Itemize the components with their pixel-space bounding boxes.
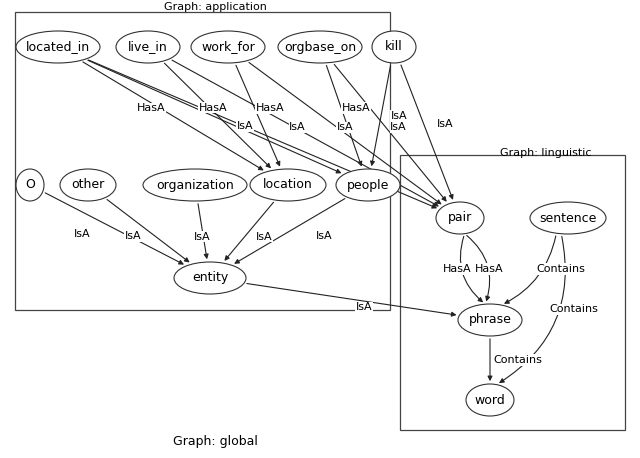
Ellipse shape — [60, 169, 116, 201]
Text: IsA: IsA — [390, 122, 407, 132]
Text: IsA: IsA — [355, 302, 372, 312]
Text: Contains: Contains — [536, 264, 586, 274]
Text: word: word — [475, 393, 506, 407]
Text: live_in: live_in — [128, 40, 168, 54]
Text: Graph: global: Graph: global — [173, 435, 257, 448]
Text: O: O — [25, 179, 35, 191]
Text: Contains: Contains — [550, 304, 598, 314]
Ellipse shape — [436, 202, 484, 234]
Text: IsA: IsA — [125, 231, 141, 241]
Text: IsA: IsA — [390, 111, 407, 121]
Ellipse shape — [530, 202, 606, 234]
Text: HasA: HasA — [475, 264, 503, 274]
Ellipse shape — [143, 169, 247, 201]
Text: orgbase_on: orgbase_on — [284, 40, 356, 54]
Text: IsA: IsA — [74, 229, 91, 239]
Text: HasA: HasA — [342, 103, 371, 113]
Text: other: other — [72, 179, 104, 191]
Text: HasA: HasA — [256, 103, 284, 113]
Ellipse shape — [16, 31, 100, 63]
Text: IsA: IsA — [237, 121, 253, 131]
Text: entity: entity — [192, 272, 228, 284]
Ellipse shape — [372, 31, 416, 63]
Text: IsA: IsA — [289, 122, 306, 132]
Ellipse shape — [278, 31, 362, 63]
Text: kill: kill — [385, 40, 403, 54]
Text: HasA: HasA — [137, 103, 166, 113]
Text: Contains: Contains — [493, 355, 543, 365]
Text: HasA: HasA — [198, 103, 227, 113]
Ellipse shape — [116, 31, 180, 63]
Text: organization: organization — [156, 179, 234, 191]
Ellipse shape — [466, 384, 514, 416]
Text: location: location — [263, 179, 313, 191]
Bar — [400, 155, 625, 430]
Text: IsA: IsA — [316, 231, 333, 241]
Text: located_in: located_in — [26, 40, 90, 54]
Text: Graph: linguistic: Graph: linguistic — [500, 148, 591, 158]
Text: HasA: HasA — [443, 264, 471, 274]
Text: work_for: work_for — [201, 40, 255, 54]
Ellipse shape — [174, 262, 246, 294]
Text: pair: pair — [448, 212, 472, 224]
Text: IsA: IsA — [337, 122, 354, 132]
Text: people: people — [347, 179, 389, 191]
Bar — [15, 12, 390, 310]
Text: sentence: sentence — [540, 212, 596, 224]
Ellipse shape — [16, 169, 44, 201]
Ellipse shape — [336, 169, 400, 201]
Ellipse shape — [191, 31, 265, 63]
Text: IsA: IsA — [194, 231, 211, 241]
Text: Graph: application: Graph: application — [164, 2, 266, 12]
Text: phrase: phrase — [468, 313, 511, 327]
Text: IsA: IsA — [255, 232, 272, 241]
Ellipse shape — [250, 169, 326, 201]
Text: IsA: IsA — [436, 120, 453, 130]
Ellipse shape — [458, 304, 522, 336]
